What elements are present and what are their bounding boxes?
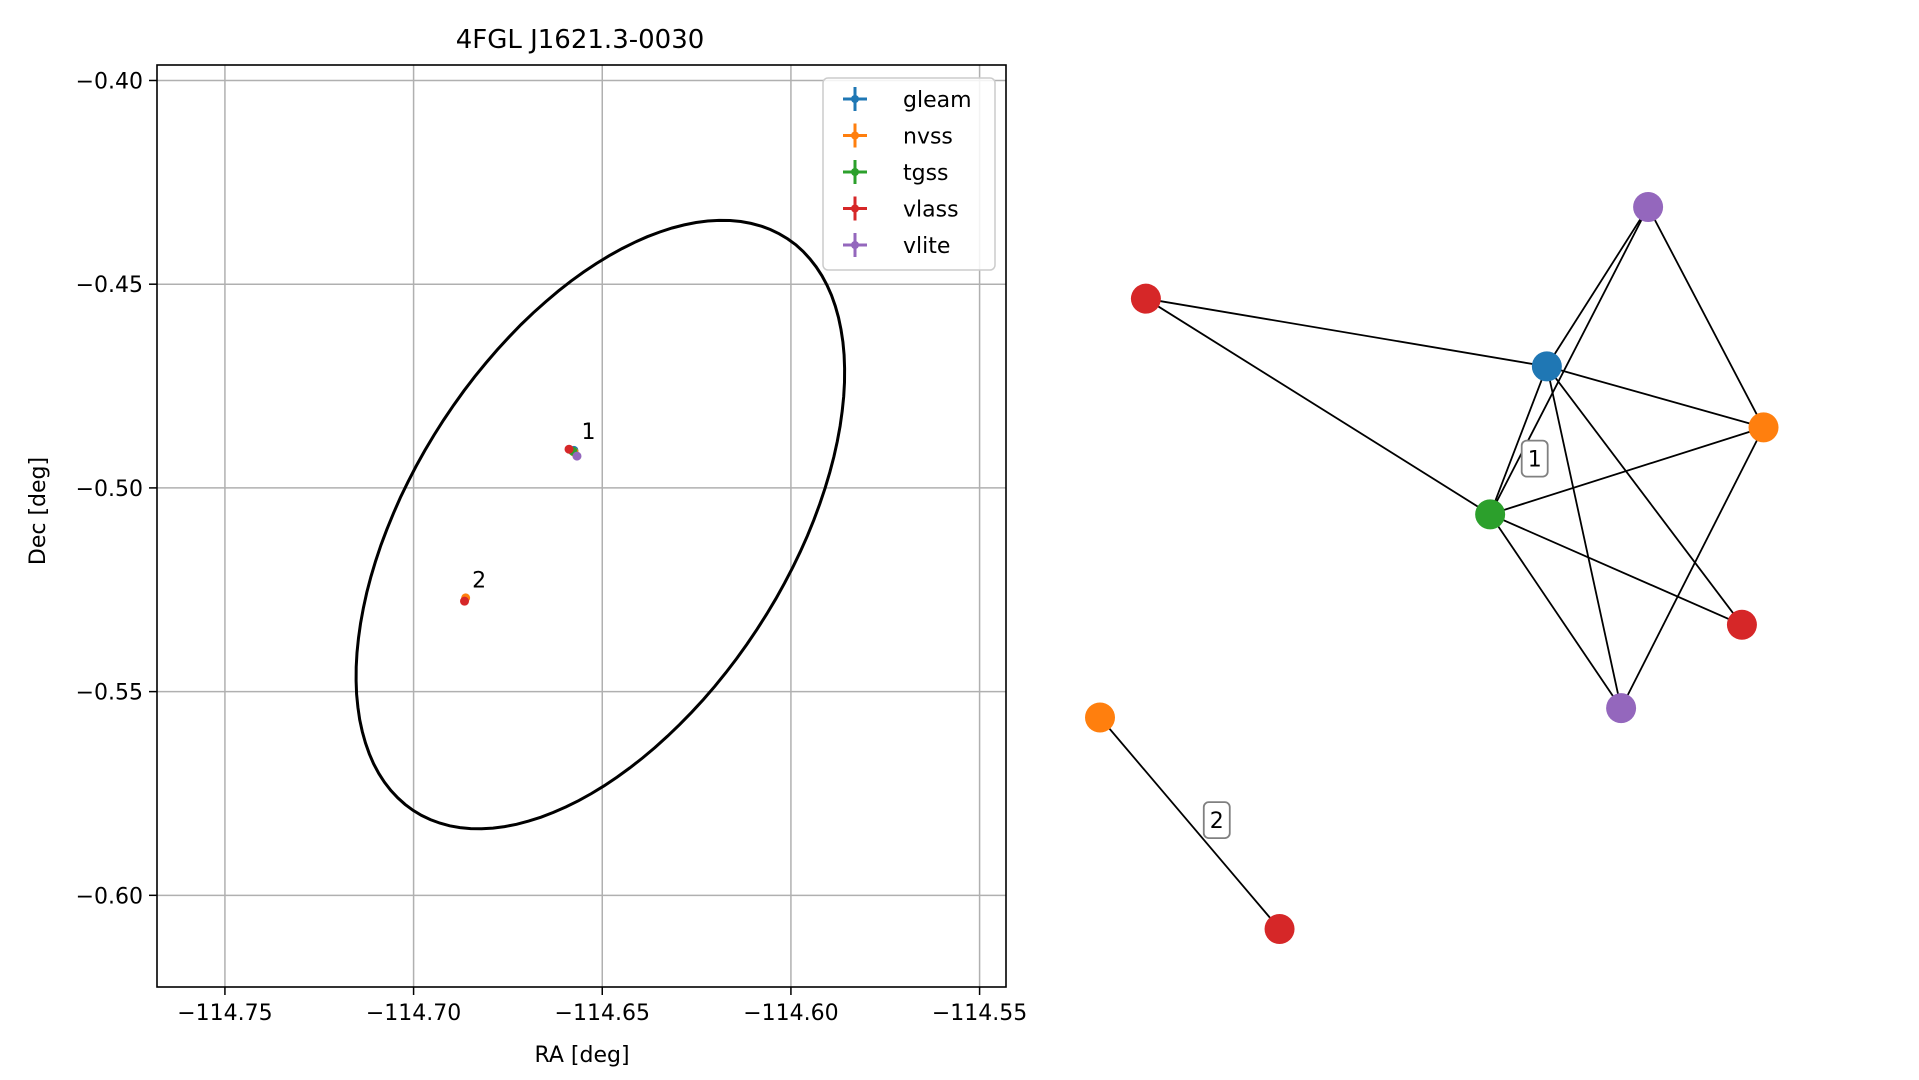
network-edge [1489,513,1743,626]
x-tick-label: −114.55 [932,1001,1027,1026]
chart-title: 4FGL J1621.3-0030 [456,25,705,55]
network-node-nvss [1085,702,1115,733]
network-edge [1620,426,1765,709]
x-axis-ticks: −114.75 −114.70 −114.65 −114.60 −114.55 [177,987,1027,1026]
legend-item-nvss: nvss [843,123,953,150]
legend-item-vlass: vlass [843,196,959,223]
network-edge [1489,426,1764,516]
network-edges [1099,206,1765,930]
network-node-vlite [1606,693,1637,724]
network-nodes [1085,192,1779,944]
network-edge [1489,513,1622,709]
data-point-vlass [460,596,470,606]
legend-label: nvss [903,125,953,150]
network-group-label-2: 2 [1202,801,1231,840]
point-group-label: 1 [582,420,596,445]
network-node-vlass [1130,283,1161,314]
legend-label: vlass [903,198,959,223]
network-edge [1545,366,1622,709]
x-tick-label: −114.65 [555,1001,650,1026]
x-tick-label: −114.60 [743,1001,838,1026]
y-tick-label: −0.50 [76,477,143,502]
x-axis-label: RA [deg] [534,1043,629,1068]
legend-label: gleam [903,88,972,113]
y-axis-label: Dec [deg] [26,457,51,565]
legend-marker-dot [851,168,859,176]
network-edge [1145,297,1491,516]
network-label-text: 2 [1210,809,1224,834]
x-tick-label: −114.70 [366,1001,461,1026]
y-tick-label: −0.40 [76,69,143,94]
legend: gleam nvss tgss vlass vlite [822,77,996,271]
legend-item-tgss: tgss [843,160,949,186]
network-group-labels: 12 [1202,439,1549,840]
scatter-panel: 4FGL J1621.3-0030 12 −114.75 −114.70 −114.… [26,25,1027,1068]
plot-frame [156,64,1007,988]
network-edge [1489,366,1548,515]
network-group-label-1: 1 [1520,439,1549,478]
point-group-label: 2 [472,569,486,594]
grid [157,65,1006,987]
legend-item-vlite: vlite [843,233,950,259]
network-node-tgss [1475,499,1506,530]
network-node-vlass [1726,609,1757,640]
network-edge [1489,206,1649,515]
network-edge [1546,206,1649,367]
legend-marker-dot [851,204,859,213]
network-edge [1145,297,1547,368]
point-group-labels: 12 [472,420,595,594]
network-edge [1099,716,1281,930]
network-label-box [1520,439,1549,478]
y-axis-ticks: −0.40 −0.45 −0.50 −0.55 −0.60 [76,69,157,909]
network-node-vlass [1264,914,1295,944]
legend-marker-dot [851,95,859,103]
legend-label: tgss [903,161,949,186]
network-label-text: 1 [1528,448,1542,473]
network-edge [1546,365,1764,429]
error-ellipse-group [354,218,847,831]
legend-label: vlite [903,234,950,259]
network-label-box [1202,801,1231,840]
network-panel: 12 [1085,192,1779,944]
network-edge [1647,206,1765,428]
network-node-gleam [1531,351,1562,382]
network-edge [1546,365,1743,626]
y-tick-label: −0.60 [76,884,143,909]
y-tick-label: −0.55 [76,681,143,706]
error-ellipse [354,218,847,831]
legend-item-gleam: gleam [843,87,972,113]
network-node-vlite [1633,192,1664,222]
network-node-nvss [1748,412,1779,443]
y-tick-label: −0.45 [76,273,143,298]
legend-marker-dot [851,241,859,249]
legend-box [822,77,996,271]
data-point-vlass [564,444,574,454]
data-point-vlite [572,451,582,461]
x-tick-label: −114.75 [177,1001,272,1026]
data-points [460,444,582,606]
legend-marker-dot [851,131,859,140]
